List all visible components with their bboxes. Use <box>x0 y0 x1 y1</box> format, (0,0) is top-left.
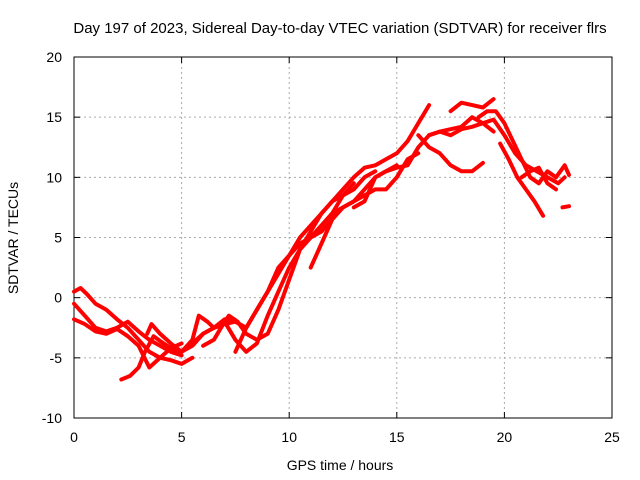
y-tick-label: -10 <box>42 410 62 426</box>
series-line-9 <box>233 163 399 354</box>
axis-ticks: 0 5 10 15 20 25 -10 -5 0 5 10 15 20 <box>42 49 620 445</box>
y-axis-label: SDTVAR / TECUs <box>5 182 21 294</box>
x-tick-label: 5 <box>178 429 186 445</box>
series-line-13 <box>416 133 485 174</box>
x-tick-label: 20 <box>497 429 513 445</box>
x-tick-label: 10 <box>281 429 297 445</box>
grid <box>74 57 612 418</box>
series-line-16 <box>476 109 571 186</box>
series-line-17 <box>498 141 546 218</box>
x-axis-label: GPS time / hours <box>287 457 394 473</box>
series-line-2 <box>72 301 184 358</box>
series-line-10 <box>298 103 432 252</box>
y-tick-label: 0 <box>54 290 62 306</box>
series-line-3 <box>72 317 184 370</box>
data-series <box>72 97 571 382</box>
y-tick-label: 5 <box>54 230 62 246</box>
y-tick-label: 20 <box>46 49 62 65</box>
series-line-19 <box>560 204 571 210</box>
series-line-1 <box>72 286 195 366</box>
y-tick-label: 15 <box>46 109 62 125</box>
x-tick-label: 25 <box>604 429 620 445</box>
x-tick-label: 15 <box>389 429 405 445</box>
x-tick-label: 0 <box>70 429 78 445</box>
chart-title: Day 197 of 2023, Sidereal Day-to-day VTE… <box>73 20 606 37</box>
y-tick-label: 10 <box>46 169 62 185</box>
series-line-6 <box>179 169 378 354</box>
series-line-18 <box>519 165 558 192</box>
series-line-11 <box>308 151 421 270</box>
series-line-15 <box>448 97 496 114</box>
y-tick-label: -5 <box>50 350 63 366</box>
